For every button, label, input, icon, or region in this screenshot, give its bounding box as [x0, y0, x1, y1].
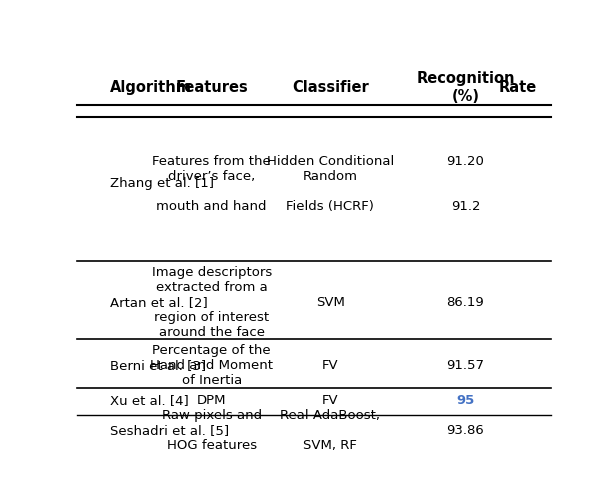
Text: FV: FV	[322, 359, 338, 372]
Text: Seshadri et al. [5]: Seshadri et al. [5]	[110, 424, 229, 437]
Text: 91.57: 91.57	[446, 359, 485, 372]
Text: Berni et al. [3]: Berni et al. [3]	[110, 359, 206, 372]
Text: Algorithm: Algorithm	[110, 80, 192, 95]
Text: Features: Features	[175, 80, 248, 95]
Text: SVM: SVM	[316, 296, 345, 310]
Text: Xu et al. [4]: Xu et al. [4]	[110, 394, 188, 407]
Text: Features from the
driver’s face,

mouth and hand: Features from the driver’s face, mouth a…	[152, 155, 271, 212]
Text: Classifier: Classifier	[292, 80, 368, 95]
Text: DPM: DPM	[197, 394, 226, 407]
Text: Zhang et al. [1]: Zhang et al. [1]	[110, 177, 214, 190]
Text: Image descriptors
extracted from a

region of interest
around the face: Image descriptors extracted from a regio…	[152, 266, 272, 339]
Text: Artan et al. [2]: Artan et al. [2]	[110, 296, 207, 310]
Text: 95: 95	[457, 394, 474, 407]
Text: FV: FV	[322, 394, 338, 407]
Text: 91.20


91.2: 91.20 91.2	[447, 155, 484, 212]
Text: Hidden Conditional
Random

Fields (HCRF): Hidden Conditional Random Fields (HCRF)	[267, 155, 394, 212]
Text: Rate: Rate	[498, 80, 537, 95]
Text: Raw pixels and

HOG features: Raw pixels and HOG features	[162, 409, 262, 452]
Text: 86.19: 86.19	[447, 296, 484, 310]
Text: Recognition
(%): Recognition (%)	[416, 71, 515, 104]
Text: Real AdaBoost,

SVM, RF: Real AdaBoost, SVM, RF	[280, 409, 380, 452]
Text: 93.86: 93.86	[447, 424, 484, 437]
Text: Percentage of the
Hand and Moment
of Inertia: Percentage of the Hand and Moment of Ine…	[150, 345, 273, 387]
